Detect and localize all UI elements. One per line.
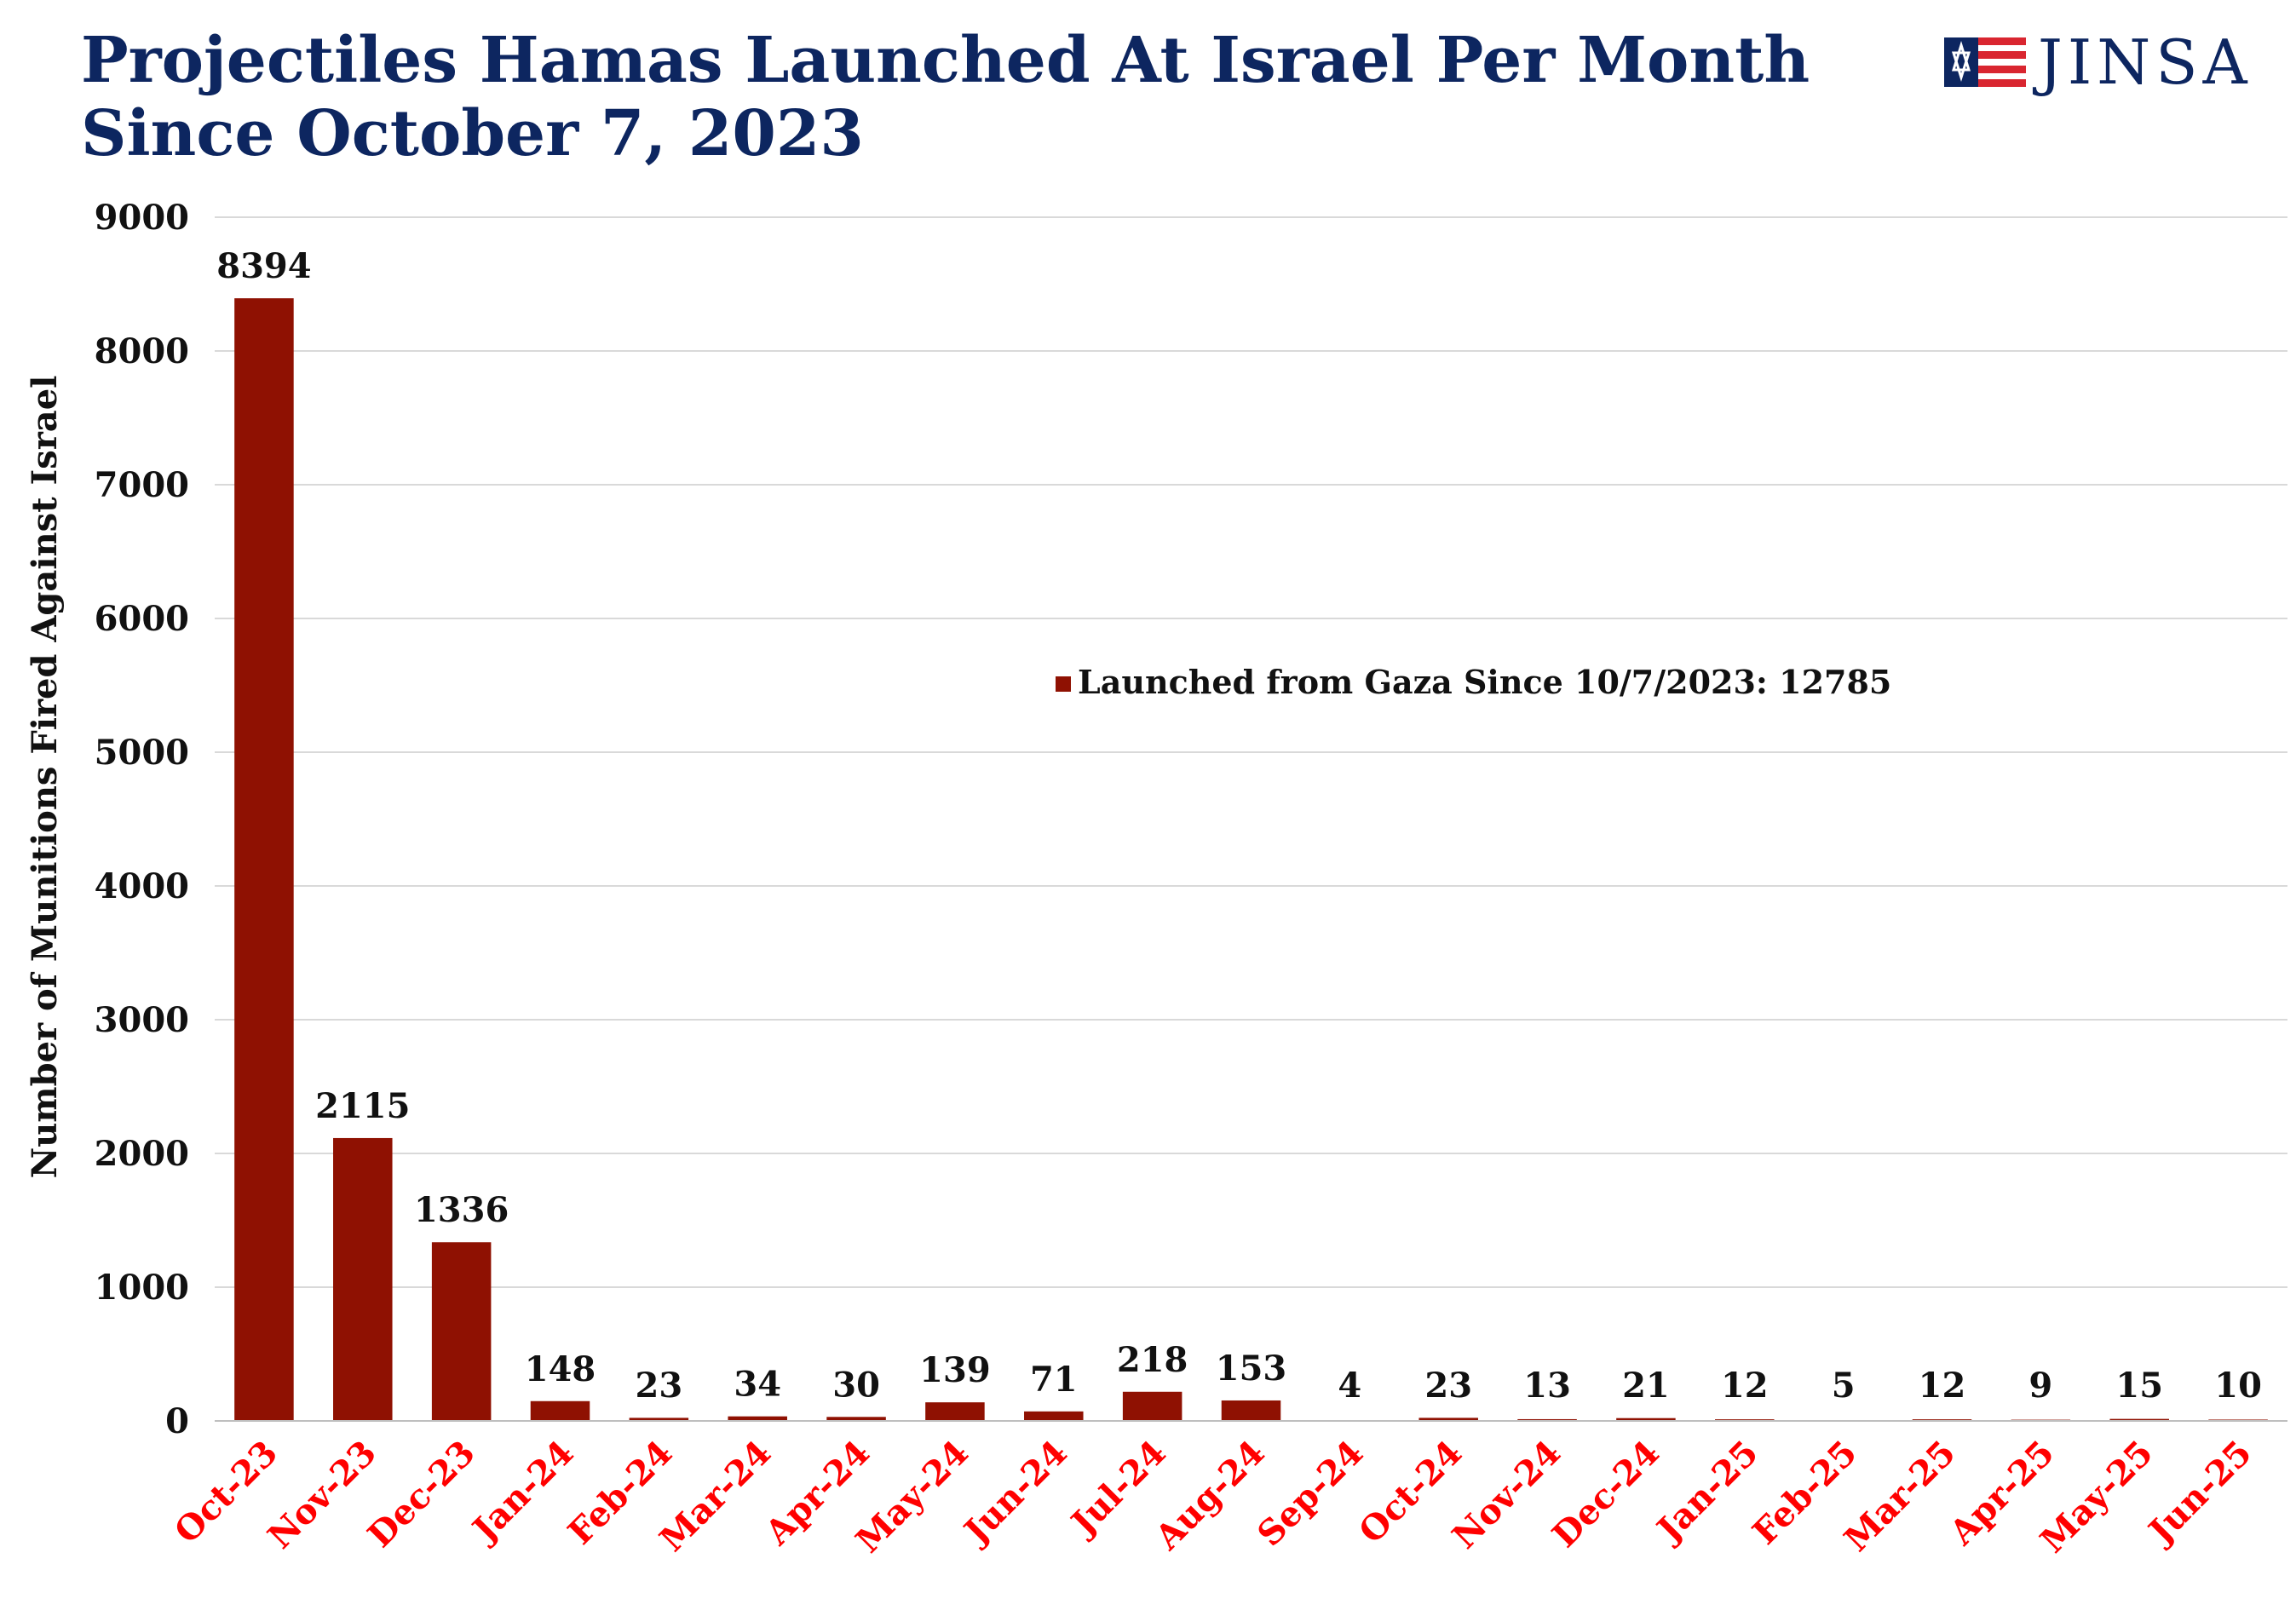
y-tick-label: 1000 [95, 1268, 189, 1308]
bar [2109, 1418, 2169, 1421]
data-label: 2115 [315, 1086, 410, 1126]
data-label: 30 [832, 1365, 880, 1405]
bar [234, 298, 294, 1422]
data-label: 13 [1523, 1366, 1571, 1406]
data-label: 8394 [216, 246, 311, 286]
bar [629, 1418, 689, 1421]
y-tick-label: 7000 [95, 465, 189, 505]
y-tick-label: 0 [165, 1401, 189, 1441]
x-tick-label: Nov-23 [260, 1433, 383, 1556]
x-tick-label: Jun-25 [2139, 1433, 2259, 1553]
y-tick-label: 9000 [95, 198, 189, 238]
bar [925, 1402, 985, 1421]
data-label: 15 [2115, 1366, 2163, 1406]
y-axis-label: Number of Munitions Fired Against Israel [25, 376, 65, 1179]
x-tick-label: Jan-25 [1648, 1433, 1766, 1551]
data-label: 139 [919, 1350, 991, 1390]
data-label: 10 [2214, 1366, 2262, 1406]
gridlines [215, 216, 2287, 1288]
x-axis-ticks: Oct-23Nov-23Dec-23Jan-24Feb-24Mar-24Apr-… [167, 1433, 2259, 1561]
y-tick-label: 4000 [95, 866, 189, 906]
bar [1616, 1418, 1676, 1421]
chart-title: Projectiles Hamas Launched At Israel Per… [81, 24, 1810, 170]
data-label: 34 [734, 1365, 781, 1405]
data-label: 23 [1424, 1366, 1472, 1406]
data-label: 148 [525, 1349, 596, 1389]
data-label: 5 [1832, 1366, 1856, 1406]
y-tick-label: 8000 [95, 331, 189, 371]
data-label: 23 [636, 1366, 683, 1406]
bar [1024, 1411, 1084, 1421]
bar [333, 1137, 393, 1421]
bar [826, 1417, 886, 1421]
data-label: 4 [1338, 1366, 1361, 1406]
bar [1122, 1391, 1183, 1421]
legend-label: Launched from Gaza Since 10/7/2023: 1278… [1078, 663, 1891, 701]
data-label: 12 [1721, 1366, 1769, 1406]
bar [1221, 1400, 1281, 1421]
y-tick-label: 3000 [95, 1000, 189, 1040]
y-tick-label: 5000 [95, 733, 189, 773]
data-label: 218 [1117, 1340, 1188, 1380]
bar [1517, 1418, 1577, 1421]
x-tick-label: Nov-24 [1445, 1433, 1568, 1556]
bar [1418, 1418, 1478, 1421]
x-tick-label: Jan-24 [463, 1433, 582, 1551]
bar [431, 1242, 492, 1421]
y-tick-label: 6000 [95, 599, 189, 639]
jinsa-logo: JINSA [1944, 24, 2253, 101]
legend: Launched from Gaza Since 10/7/2023: 1278… [1056, 663, 1891, 701]
bar [728, 1416, 787, 1421]
y-axis-ticks: 0 1000 2000 3000 4000 5000 6000 7000 8000 9000 [95, 198, 189, 1441]
data-label: 21 [1622, 1366, 1670, 1406]
x-tick-label: Dec-24 [1545, 1433, 1667, 1556]
x-tick-label: Jun-24 [955, 1433, 1075, 1553]
data-label: 1336 [414, 1190, 509, 1230]
x-tick-label: Mar-25 [1837, 1433, 1964, 1560]
bar [530, 1400, 590, 1421]
logo-text: JINSA [2038, 26, 2253, 98]
data-label: 71 [1030, 1360, 1078, 1400]
bars [234, 298, 2268, 1422]
data-label: 153 [1216, 1349, 1287, 1389]
x-tick-label: Sep-24 [1250, 1433, 1372, 1555]
data-label: 12 [1919, 1366, 1966, 1406]
x-tick-label: Dec-23 [360, 1433, 483, 1556]
legend-swatch [1056, 676, 1071, 692]
chart-title-line-2: Since October 7, 2023 [81, 97, 864, 170]
flag-star-of-david-icon [1944, 34, 2026, 90]
x-tick-label: Aug-24 [1147, 1433, 1272, 1558]
y-tick-label: 2000 [95, 1134, 189, 1174]
data-label: 9 [2028, 1366, 2052, 1406]
chart-title-line-1: Projectiles Hamas Launched At Israel Per… [81, 24, 1810, 97]
x-tick-label: Mar-24 [652, 1433, 779, 1560]
